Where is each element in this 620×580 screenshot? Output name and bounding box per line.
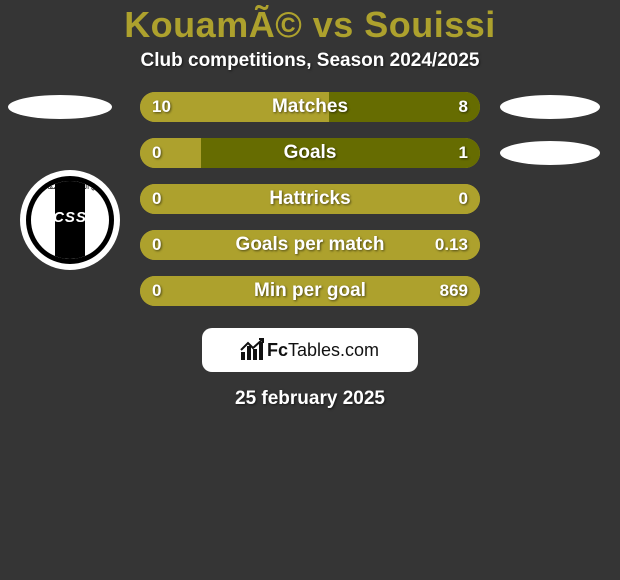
stat-bar: Hattricks00 xyxy=(140,184,480,214)
stat-bar-right-fill xyxy=(201,138,480,168)
stat-bar-left-fill xyxy=(140,138,201,168)
stat-bar: Matches108 xyxy=(140,92,480,122)
player-marker-right xyxy=(500,95,600,119)
stat-bar-right-fill xyxy=(329,92,480,122)
page-subtitle: Club competitions, Season 2024/2025 xyxy=(0,50,620,72)
fctables-bold: Fc xyxy=(267,340,288,360)
player-marker-right xyxy=(500,141,600,165)
page-title: KouamÃ© vs Souissi xyxy=(0,4,620,46)
stat-bar-left-fill xyxy=(140,276,480,306)
club-logo-icon: النادي الرياضي الصفاقسي CSS xyxy=(26,176,114,264)
club-badge: النادي الرياضي الصفاقسي CSS xyxy=(20,170,120,270)
stat-bar: Goals01 xyxy=(140,138,480,168)
stat-bar: Min per goal0869 xyxy=(140,276,480,306)
stat-bar: Goals per match00.13 xyxy=(140,230,480,260)
stat-row: Matches108 xyxy=(0,92,620,126)
stat-bar-left-fill xyxy=(140,92,329,122)
stat-row: Min per goal0869 xyxy=(0,276,620,310)
club-logo-text: CSS xyxy=(31,209,109,226)
bar-chart-icon xyxy=(241,340,263,360)
fctables-rest: Tables.com xyxy=(288,340,379,360)
player-marker-left xyxy=(8,95,112,119)
stat-bar-left-fill xyxy=(140,184,480,214)
stat-bar-left-fill xyxy=(140,230,480,260)
date-label: 25 february 2025 xyxy=(0,388,620,410)
fctables-label: FcTables.com xyxy=(267,340,379,361)
stat-row: Goals01 xyxy=(0,138,620,172)
fctables-badge[interactable]: FcTables.com xyxy=(202,328,418,372)
